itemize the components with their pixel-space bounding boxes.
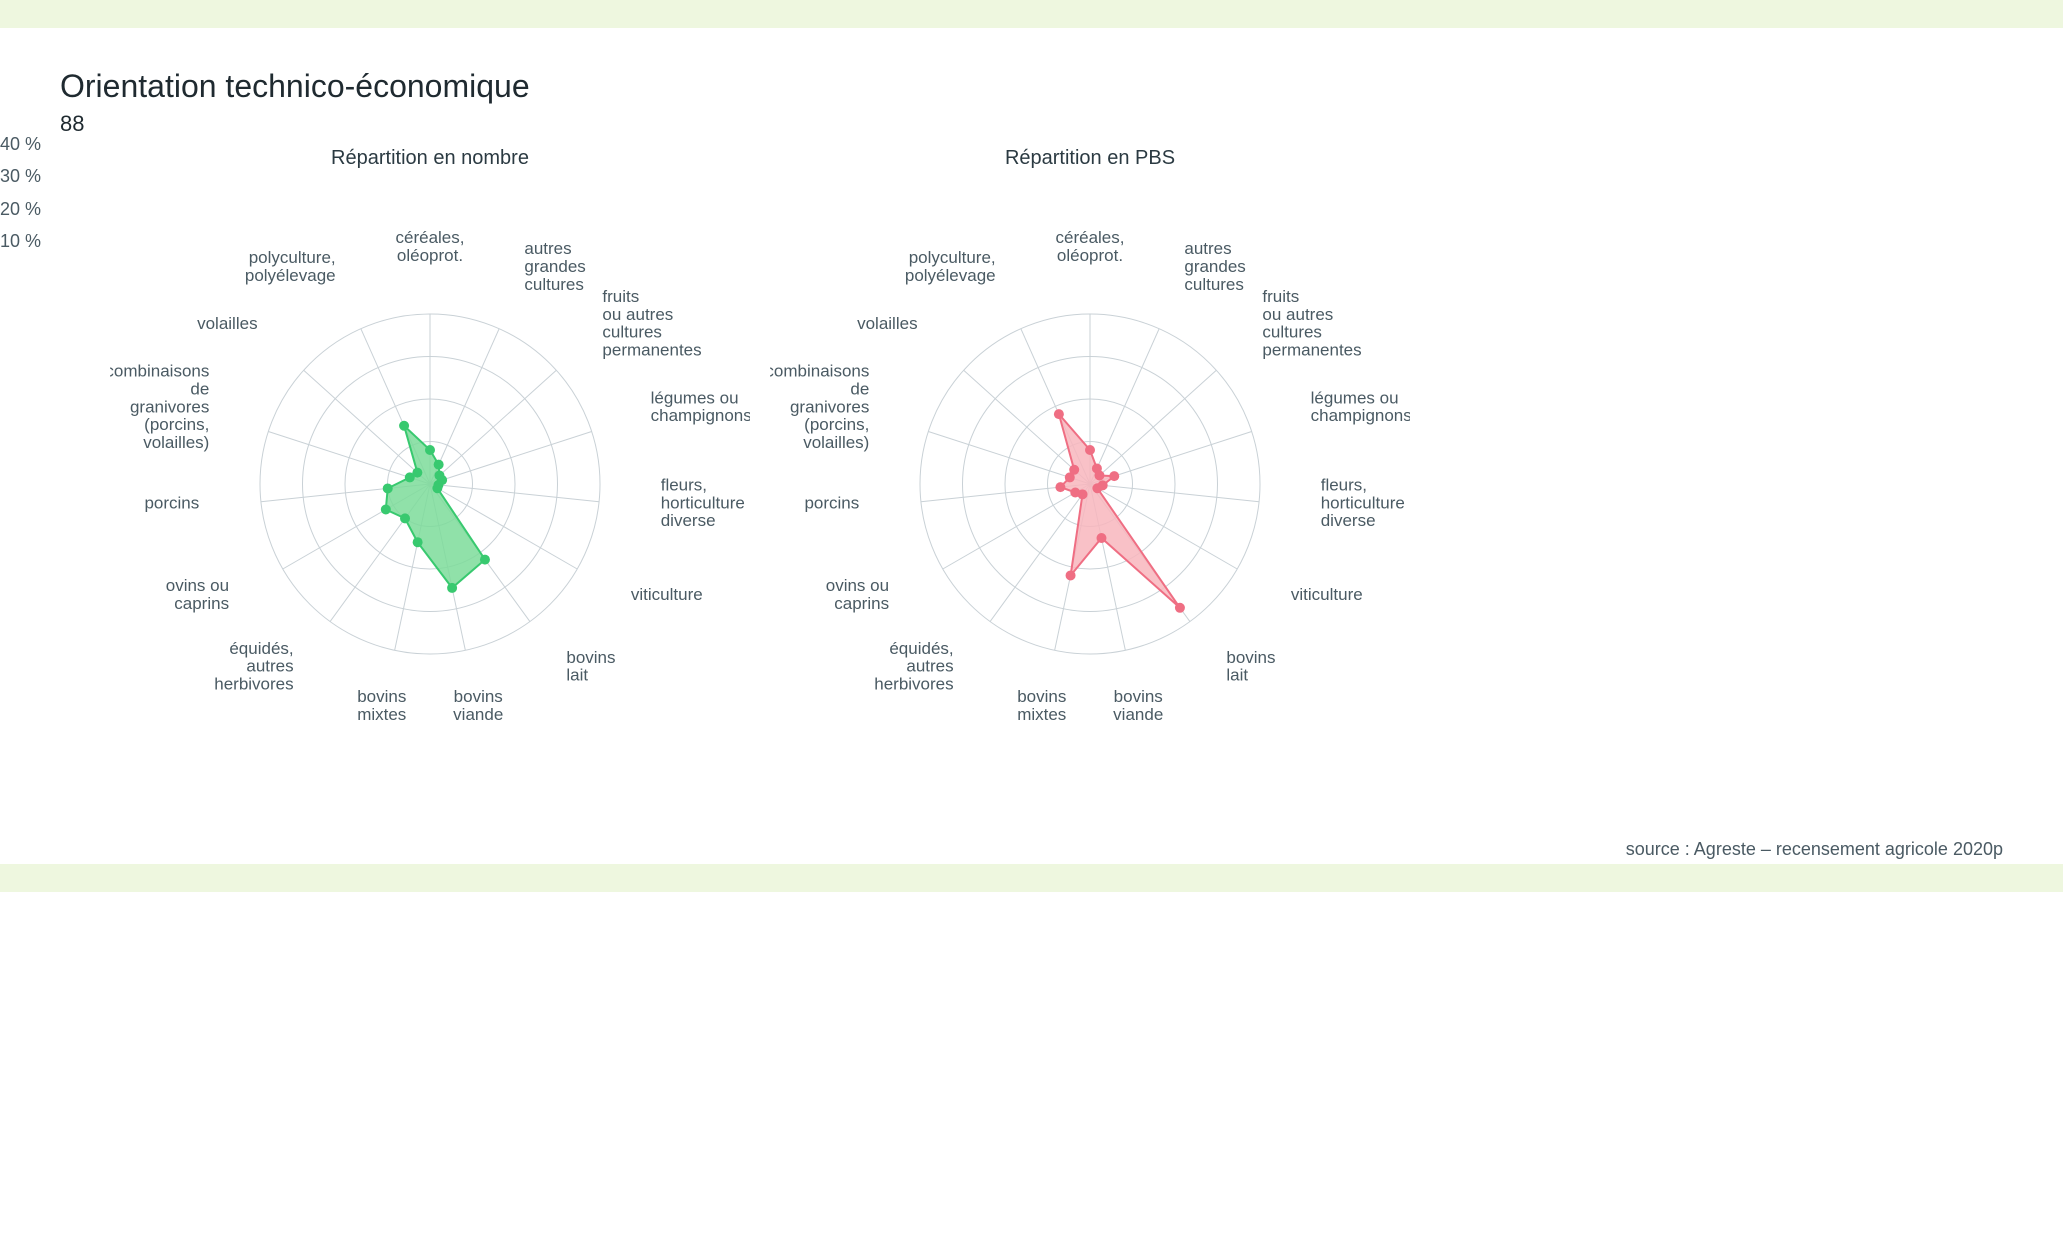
charts-row: 40 % 30 % 20 % 10 % Répartition en nombr…	[60, 147, 2003, 799]
scale-legend-item: 20 %	[0, 193, 41, 225]
svg-text:volailles: volailles	[197, 314, 257, 333]
svg-text:équidés,autresherbivores: équidés,autresherbivores	[214, 639, 293, 694]
svg-text:autresgrandescultures: autresgrandescultures	[524, 239, 585, 294]
svg-text:bovinsviande: bovinsviande	[1113, 687, 1163, 724]
decorative-bottom-band	[0, 864, 2063, 892]
svg-text:ovins oucaprins: ovins oucaprins	[826, 576, 889, 613]
svg-text:ovins oucaprins: ovins oucaprins	[166, 576, 229, 613]
svg-text:bovinsmixtes: bovinsmixtes	[357, 687, 406, 724]
svg-text:autresgrandescultures: autresgrandescultures	[1184, 239, 1245, 294]
svg-text:bovinsmixtes: bovinsmixtes	[1017, 687, 1066, 724]
chart-title-pbs: Répartition en PBS	[770, 147, 1410, 170]
svg-text:légumes ouchampignons: légumes ouchampignons	[651, 388, 750, 425]
page-content: Orientation technico-économique 88 40 % …	[0, 28, 2063, 829]
radar-chart-pbs: céréales,oléoprot. autresgrandescultures f…	[770, 174, 1410, 794]
svg-text:polyculture,polyélevage: polyculture,polyélevage	[905, 248, 996, 285]
decorative-top-band	[0, 0, 2063, 28]
page-subtitle: 88	[60, 111, 2003, 137]
page-title: Orientation technico-économique	[60, 68, 2003, 105]
scale-legend: 40 % 30 % 20 % 10 %	[0, 128, 41, 258]
chart-pbs: Répartition en PBS céréales,oléoprot. aut…	[770, 147, 1410, 799]
svg-text:bovinsviande: bovinsviande	[453, 687, 503, 724]
svg-text:bovinslait: bovinslait	[566, 648, 615, 685]
svg-text:porcins: porcins	[804, 493, 859, 512]
chart-nombre: Répartition en nombre céréales,oléoprot.…	[110, 147, 750, 799]
chart-title-nombre: Répartition en nombre	[110, 147, 750, 170]
svg-text:fleurs,horticulturediverse: fleurs,horticulturediverse	[1321, 475, 1405, 530]
scale-legend-item: 10 %	[0, 225, 41, 257]
svg-text:combinaisonsdegranivores(porci: combinaisonsdegranivores(porcins,volaill…	[770, 362, 869, 452]
svg-text:équidés,autresherbivores: équidés,autresherbivores	[874, 639, 953, 694]
svg-text:volailles: volailles	[857, 314, 917, 333]
svg-text:combinaisonsdegranivores(porci: combinaisonsdegranivores(porcins,volaill…	[110, 362, 209, 452]
svg-text:porcins: porcins	[144, 493, 199, 512]
svg-text:fruitsou autresculturespermane: fruitsou autresculturespermanentes	[602, 287, 701, 360]
svg-text:polyculture,polyélevage: polyculture,polyélevage	[245, 248, 336, 285]
svg-text:céréales,oléoprot.: céréales,oléoprot.	[1056, 228, 1125, 265]
svg-text:fruitsou autresculturespermane: fruitsou autresculturespermanentes	[1262, 287, 1361, 360]
radar-chart-nombre: céréales,oléoprot. autresgrandescultures f…	[110, 174, 750, 794]
svg-text:légumes ouchampignons: légumes ouchampignons	[1311, 388, 1410, 425]
svg-text:céréales,oléoprot.: céréales,oléoprot.	[396, 228, 465, 265]
source-line: source : Agreste – recensement agricole …	[0, 829, 2063, 864]
svg-text:bovinslait: bovinslait	[1226, 648, 1275, 685]
svg-text:fleurs,horticulturediverse: fleurs,horticulturediverse	[661, 475, 745, 530]
svg-text:viticulture: viticulture	[1291, 585, 1363, 604]
scale-legend-item: 30 %	[0, 160, 41, 192]
scale-legend-item: 40 %	[0, 128, 41, 160]
svg-text:viticulture: viticulture	[631, 585, 703, 604]
